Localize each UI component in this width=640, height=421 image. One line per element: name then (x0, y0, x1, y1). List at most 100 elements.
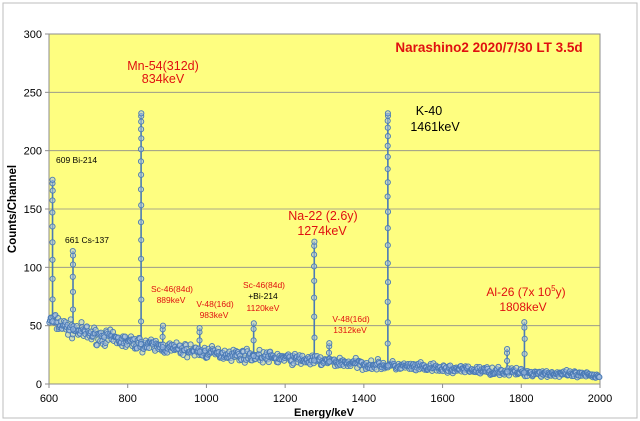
x-tick-label: 1000 (194, 393, 218, 405)
data-point (69, 273, 76, 280)
data-point (326, 340, 333, 347)
data-point (384, 117, 391, 124)
data-point (196, 348, 203, 355)
annotation-v48-983-energy: 983keV (200, 310, 229, 320)
annotation-sc46-889-name: Sc-46(84d) (151, 284, 193, 294)
data-point (49, 239, 56, 246)
data-point (93, 342, 100, 349)
data-point (49, 176, 56, 183)
data-point (196, 337, 203, 344)
data-point (384, 225, 391, 232)
data-point (138, 275, 145, 282)
data-point (311, 294, 318, 301)
y-axis-ticks: 0 50 100 150 200 250 300 (24, 29, 49, 391)
data-point (67, 316, 74, 323)
data-point (138, 236, 145, 244)
data-point (69, 261, 77, 268)
x-tick-label: 1600 (430, 393, 454, 405)
x-axis-label: Energy/keV (294, 407, 355, 419)
data-point (69, 247, 76, 255)
data-point (138, 110, 145, 117)
x-tick-label: 1800 (509, 393, 533, 405)
annotation-al26-name: Al-26 (7x 105y) (486, 284, 565, 299)
data-point (384, 124, 391, 131)
annotation-v48-983-name: V-48(16d) (196, 299, 233, 309)
data-point (121, 333, 129, 340)
data-point (187, 341, 194, 348)
data-point (265, 359, 272, 366)
data-point (384, 142, 391, 149)
data-point (83, 323, 90, 330)
x-tick-label: 800 (119, 393, 137, 405)
data-point (159, 322, 167, 329)
data-point (138, 118, 145, 125)
chart-title: Narashino2 2020/7/30 LT 3.5d (395, 40, 582, 55)
data-point (326, 358, 333, 365)
y-axis-label: Counts/Channel (7, 165, 19, 253)
annotation-v48-1312-energy: 1312keV (333, 325, 367, 335)
data-point (137, 146, 145, 153)
annotation-na22-energy: 1274keV (297, 224, 347, 238)
data-point (384, 179, 391, 186)
data-point (138, 255, 145, 262)
data-point (49, 223, 56, 230)
data-point (311, 334, 318, 341)
data-point (69, 306, 77, 313)
data-point (384, 319, 391, 326)
data-point (49, 275, 56, 282)
y-tick-label: 0 (36, 379, 42, 391)
data-point (250, 337, 257, 344)
data-point (78, 319, 85, 326)
data-point (138, 296, 145, 303)
data-point (49, 296, 56, 303)
annotation-sc46-1120-energy: 1120keV (247, 303, 280, 313)
annotation-al26-energy: 1808keV (499, 300, 546, 314)
data-point (159, 344, 166, 351)
data-point (504, 368, 511, 375)
data-point (70, 326, 77, 333)
data-point (159, 333, 166, 340)
data-point (137, 219, 145, 226)
data-point (504, 357, 511, 364)
data-point (311, 238, 318, 245)
data-point (137, 186, 145, 193)
data-point (49, 209, 56, 216)
data-point (596, 374, 603, 381)
data-point (384, 242, 391, 249)
annotation-sc46-1120-name: Sc-46(84d) (243, 280, 285, 290)
y-tick-label: 300 (24, 29, 42, 41)
data-point (137, 158, 145, 165)
annotation-na22-name: Na-22 (2.6y) (288, 209, 357, 223)
data-point (384, 153, 391, 160)
y-tick-label: 250 (24, 87, 42, 99)
data-point (49, 318, 56, 325)
y-tick-label: 200 (24, 146, 42, 158)
data-point (521, 319, 528, 326)
annotation-k40-energy: 1461keV (410, 120, 460, 134)
data-point (250, 352, 257, 360)
data-point (311, 277, 318, 284)
data-point (311, 263, 318, 270)
annotation-mn54-energy: 834keV (142, 72, 185, 86)
data-point (137, 340, 144, 348)
data-point (384, 362, 392, 369)
data-point (521, 350, 528, 357)
data-point (384, 193, 391, 200)
y-tick-label: 150 (24, 204, 42, 216)
data-point (384, 279, 392, 286)
data-point (250, 325, 257, 333)
annotation-sc46-1120-bi214: +Bi-214 (248, 291, 278, 301)
annotation-al26-exponent: 5 (551, 284, 556, 293)
data-point (138, 135, 145, 142)
x-axis-ticks: 600 800 1000 1200 1400 1600 1800 2000 (40, 384, 612, 405)
data-point (325, 349, 333, 356)
y-tick-label: 100 (24, 262, 42, 274)
x-tick-label: 2000 (588, 393, 612, 405)
data-point (384, 208, 392, 215)
annotation-v48-1312-name: V-48(16d) (332, 314, 369, 324)
annotation-sc46-889-energy: 889keV (157, 295, 186, 305)
data-point (384, 340, 391, 347)
data-point (311, 313, 318, 320)
